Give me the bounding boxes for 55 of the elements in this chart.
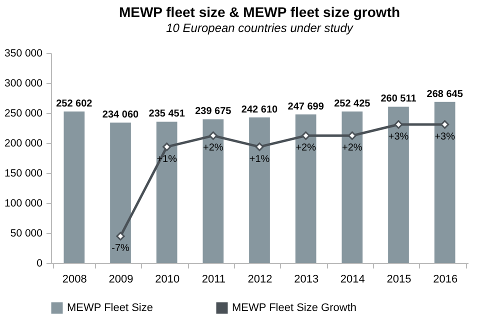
y-tick-label: 200 000 [4,138,43,150]
data-label: +3% [388,131,409,142]
legend-label: MEWP Fleet Size Growth [232,302,356,314]
data-label: +1% [156,154,178,165]
point [348,131,356,140]
bar [434,102,456,263]
data-label: 252 425 [334,98,371,110]
data-label: 239 675 [195,106,232,118]
x-tick-label: 2010 [155,274,180,286]
y-tick-label: 0 [36,258,43,270]
bar [156,122,178,263]
point [302,131,310,140]
point [116,232,125,240]
point [255,142,264,152]
data-label: +1% [249,154,270,165]
data-label: 252 602 [56,98,93,110]
point [394,120,403,129]
x-tick-label: 2013 [294,274,319,286]
bar [342,112,363,263]
point [440,120,450,129]
x-tick-label: 2015 [386,274,412,286]
bar [295,114,316,263]
data-label: +2% [296,142,316,154]
data-label: 235 451 [148,108,186,120]
bar [110,122,131,263]
data-label: +3% [434,131,456,142]
bar [388,106,409,263]
data-label: 247 699 [288,101,324,112]
x-tick-label: 2009 [108,274,134,286]
point [162,142,172,152]
bar [202,119,224,263]
y-tick-label: 300 000 [4,78,43,90]
data-label: +2% [342,142,362,154]
y-tick-label: 50 000 [10,228,43,240]
point [208,131,218,140]
x-tick-label: 2012 [248,274,272,286]
legend-label: MEWP Fleet Size [67,302,153,314]
data-label: 242 610 [241,104,278,116]
chart-subtitle: 10 European countries under study [166,21,354,35]
x-tick-label: 2011 [202,274,226,286]
chart-title: MEWP fleet size & MEWP fleet size growth [118,4,400,20]
data-label: 268 645 [426,88,464,100]
y-tick-label: 100 000 [4,198,43,210]
bar [64,111,85,263]
y-tick-label: 350 000 [4,48,43,60]
y-tick-label: 150 000 [4,168,43,180]
x-tick-label: 2016 [433,274,458,286]
x-tick-label: 2014 [340,274,365,286]
data-label: 260 511 [380,94,417,105]
data-label: +2% [203,142,224,154]
data-label: 234 060 [102,110,140,121]
data-label: -7% [112,243,130,254]
bar [249,117,270,263]
x-tick-label: 2008 [62,274,87,286]
y-tick-label: 250 000 [4,108,43,120]
